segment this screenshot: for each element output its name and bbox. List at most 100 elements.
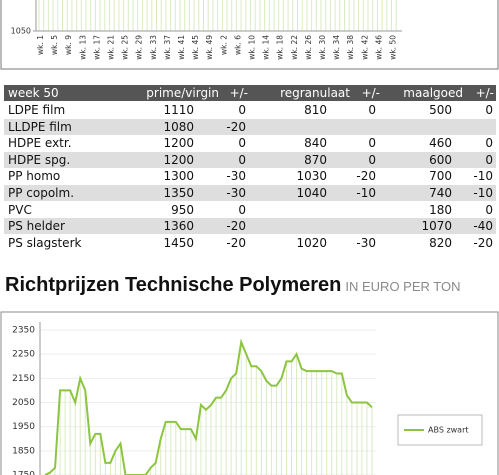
table-cell: 0 — [485, 202, 493, 217]
x-tick-label: wk. 13 — [78, 35, 87, 60]
table-cell: 0 — [238, 202, 246, 217]
x-tick-label: wk. 17 — [92, 35, 101, 60]
header-cell: maalgoed — [403, 86, 463, 100]
table-cell: 870 — [304, 152, 327, 167]
row-label: PVC — [8, 202, 32, 217]
table-cell: 1020 — [296, 235, 327, 250]
x-tick-label: wk. 5 — [50, 35, 59, 55]
table-cell: -40 — [473, 219, 493, 234]
x-tick-label: wk. 45 — [191, 35, 200, 60]
x-tick-label: wk. 38 — [346, 35, 355, 60]
table-row — [4, 185, 496, 201]
table-cell: 500 — [429, 103, 452, 117]
y-tick-label: 1050 — [11, 27, 31, 36]
y-tick-label: 2050 — [12, 398, 35, 408]
header-row — [4, 85, 496, 101]
header-cell: regranulaat — [280, 86, 350, 100]
table-cell: 600 — [429, 152, 452, 167]
header-cell: week 50 — [8, 86, 59, 100]
section-heading: Richtprijzen Technische Polymeren IN EURO… — [5, 274, 461, 297]
header-cell: prime/virgin — [146, 86, 219, 100]
x-tick-label: wk. 9 — [64, 35, 73, 55]
row-label: LLDPE film — [8, 119, 72, 134]
x-tick-label: wk. 14 — [262, 35, 271, 60]
legend-label: ABS zwart — [428, 426, 469, 435]
table-cell: 820 — [429, 235, 452, 250]
table-cell: 1200 — [163, 152, 194, 167]
table-cell: -20 — [226, 219, 246, 234]
y-tick-label: 1950 — [12, 422, 35, 432]
table-cell: -10 — [356, 186, 376, 200]
data-line — [44, 338, 373, 475]
header-cell: +/- — [361, 86, 380, 100]
row-label: PS helder — [8, 219, 65, 234]
y-tick-label: 2150 — [12, 374, 35, 384]
table-cell: 810 — [304, 103, 327, 117]
table-cell: -10 — [473, 186, 493, 200]
table-cell: 0 — [485, 136, 493, 151]
table-row — [4, 234, 496, 251]
x-tick-label: wk. 21 — [107, 35, 116, 60]
row-label: PP copolm. — [8, 186, 75, 200]
row-label: LDPE film — [8, 103, 66, 117]
table-row — [4, 201, 496, 218]
x-tick-label: wk. 6 — [233, 35, 242, 55]
table-cell: 0 — [368, 103, 376, 117]
x-tick-label: wk. 37 — [163, 35, 172, 60]
table-cell: 1200 — [163, 136, 194, 151]
table-cell: 740 — [429, 186, 452, 200]
table-cell: 840 — [304, 136, 327, 151]
table-cell: 1040 — [296, 186, 327, 200]
x-tick-label: wk. 49 — [205, 35, 214, 60]
x-tick-label: wk. 42 — [360, 35, 369, 60]
table-cell: 1030 — [296, 169, 327, 184]
x-tick-label: wk. 41 — [177, 35, 186, 60]
frame — [0, 0, 499, 70]
table-cell: 0 — [238, 136, 246, 151]
x-tick-label: wk. 26 — [304, 35, 313, 60]
top-chart: 1050 wk. 1 wk. 5 wk. 9 wk. 13 wk. 17 wk. 21 wk.… — [0, 0, 499, 70]
x-tick-label: wk. 50 — [389, 35, 398, 60]
table-cell: 0 — [485, 152, 493, 167]
header-cell: +/- — [475, 86, 494, 100]
table-cell: -30 — [226, 186, 246, 200]
table-cell: 0 — [238, 103, 246, 117]
table-cell: -20 — [226, 235, 246, 250]
table-row — [4, 135, 496, 152]
x-tick-label: wk. 2 — [219, 35, 228, 55]
table-cell: 460 — [429, 136, 452, 151]
table-cell: 0 — [238, 152, 246, 167]
x-tick-label: wk. 10 — [248, 35, 257, 60]
table-cell: -20 — [226, 119, 246, 134]
header-cell: +/- — [229, 86, 248, 100]
heading-title: Richtprijzen Technische Polymeren — [5, 274, 342, 296]
frame — [0, 311, 499, 475]
row-label: HDPE extr. — [8, 136, 72, 151]
table-cell: 1070 — [421, 219, 452, 234]
x-tick-label: wk. 30 — [318, 35, 327, 60]
row-label: HDPE spg. — [8, 152, 71, 167]
row-label: PP homo — [8, 169, 61, 184]
x-tick-label: wk. 18 — [276, 35, 285, 60]
table-cell: 180 — [429, 202, 452, 217]
table-cell: -20 — [473, 235, 493, 250]
table-cell: 0 — [368, 136, 376, 151]
table-cell: 1360 — [163, 219, 194, 234]
x-tick-label: wk. 34 — [332, 35, 341, 60]
table-cell: -20 — [356, 169, 376, 184]
abs-chart: 2350 2250 2150 2050 1950 1850 1750 ABS zwart — [0, 311, 499, 475]
table-cell: -30 — [226, 169, 246, 184]
y-tick-label: 2350 — [12, 326, 35, 336]
table-cell: 1350 — [163, 186, 194, 200]
x-tick-label: wk. 33 — [149, 35, 158, 60]
table-cell: -10 — [473, 169, 493, 184]
x-tick-label: wk. 46 — [374, 35, 383, 60]
row-label: PS slagsterk — [8, 235, 82, 250]
table-cell: 0 — [368, 152, 376, 167]
table-cell: 1300 — [163, 169, 194, 184]
x-tick-label: wk. 25 — [121, 35, 130, 60]
table-cell: 1080 — [163, 119, 194, 134]
table-cell: 950 — [171, 202, 194, 217]
table-row — [4, 151, 496, 168]
